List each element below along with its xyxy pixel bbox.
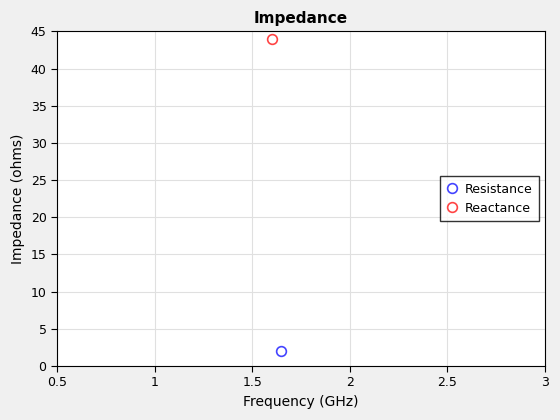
- X-axis label: Frequency (GHz): Frequency (GHz): [243, 395, 359, 409]
- Y-axis label: Impedance (ohms): Impedance (ohms): [11, 134, 25, 264]
- Title: Impedance: Impedance: [254, 11, 348, 26]
- Legend: Resistance, Reactance: Resistance, Reactance: [440, 176, 539, 221]
